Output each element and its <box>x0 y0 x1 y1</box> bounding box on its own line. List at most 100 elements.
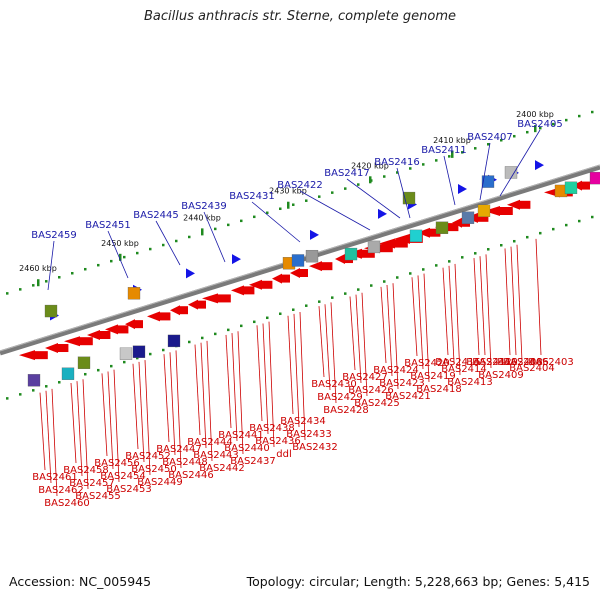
bottom-gene-label: BAS2442 <box>199 463 245 474</box>
bottom-leader-line <box>473 258 480 356</box>
bottom-gene-label: BAS2454 <box>100 471 146 482</box>
reverse-gene-body <box>362 249 375 258</box>
top-tick-dot <box>500 139 503 142</box>
gene-domain-box <box>305 249 319 263</box>
gene-domain-box <box>27 374 41 387</box>
bottom-leader-line <box>231 333 238 442</box>
reverse-gene-body <box>100 331 111 339</box>
bottom-tick-dot <box>552 227 555 231</box>
bottom-tick-dot <box>318 300 321 303</box>
bottom-tick-dot <box>227 328 230 332</box>
reverse-gene-arrow <box>484 206 500 216</box>
top-tick-dot <box>396 171 399 174</box>
gene-domain-box <box>119 347 133 360</box>
bottom-leader-line <box>144 360 151 476</box>
top-tick-dot <box>305 199 308 202</box>
bottom-gene-label: BAS2410 <box>472 357 518 368</box>
bottom-leader-line <box>70 382 77 464</box>
top-tick-dot <box>279 207 282 211</box>
top-gene-label: BAS2459 <box>31 230 77 241</box>
bottom-gene-label: BAS2403 <box>528 357 574 368</box>
bottom-leader-line <box>101 373 108 457</box>
bottom-leader-line <box>237 331 244 455</box>
top-tick-dot <box>19 288 22 291</box>
bottom-leader-line <box>510 246 517 356</box>
bottom-tick-dot <box>305 304 308 307</box>
top-tick-dot <box>292 203 295 206</box>
bottom-gene-label: BAS2412 <box>466 357 512 368</box>
reverse-gene-body <box>135 320 143 329</box>
top-tick-dot <box>383 175 386 178</box>
bottom-gene-label: BAS2419 <box>410 371 456 382</box>
bottom-gene-label: BAS2408 <box>497 357 543 368</box>
top-tick-dot <box>539 126 542 130</box>
gene-domain-box <box>409 229 423 243</box>
top-tick-dot <box>461 151 464 154</box>
reverse-gene-arrow <box>64 336 80 347</box>
top-tick-dot <box>162 243 165 247</box>
bottom-leader-line <box>423 273 430 383</box>
bottom-tick-dot <box>461 256 464 259</box>
top-tick-dot <box>71 271 74 275</box>
bottom-gene-label: BAS2414 <box>441 364 487 375</box>
reverse-gene-body <box>80 337 93 346</box>
top-tick-dot <box>149 247 152 251</box>
top-gene-label: BAS2445 <box>133 210 179 221</box>
top-gene-label: BAS2407 <box>467 132 513 143</box>
bottom-leader-line <box>411 277 418 357</box>
reverse-gene-arrow <box>309 261 322 272</box>
bottom-tick-dot <box>539 231 542 235</box>
bottom-gene-label: BAS2421 <box>385 391 431 402</box>
bottom-tick-dot <box>370 284 373 287</box>
reverse-gene-arrow <box>45 343 58 354</box>
reverse-gene-body <box>35 351 48 360</box>
bottom-leader-line <box>107 371 114 470</box>
reverse-gene-arrow <box>105 324 118 335</box>
top-leader-line <box>346 178 401 219</box>
reverse-gene-body <box>160 312 171 321</box>
bottom-tick-dot <box>97 368 100 372</box>
bottom-gene-label: BAS2413 <box>447 377 493 388</box>
top-leader-line <box>396 167 411 219</box>
top-leader-line <box>299 190 371 231</box>
reverse-gene-body <box>244 286 255 295</box>
top-gene-label: BAS2451 <box>85 220 131 231</box>
bottom-tick-dot <box>201 336 204 340</box>
bottom-leader-line <box>535 238 542 356</box>
bottom-tick-dot <box>292 308 295 311</box>
reverse-gene-body <box>118 325 129 334</box>
reverse-gene-body <box>282 274 290 283</box>
bottom-tick-dot <box>6 397 9 400</box>
bottom-leader-line <box>163 354 170 443</box>
bottom-gene-label: BAS2409 <box>478 370 524 381</box>
bottom-gene-label: BAS2427 <box>342 372 388 383</box>
bottom-leader-line <box>256 325 263 422</box>
top-leader-line <box>107 230 129 279</box>
bottom-gene-label: BAS2426 <box>348 385 394 396</box>
bottom-gene-label: BAS2440 <box>224 443 270 454</box>
bottom-gene-label: BAS2437 <box>230 456 276 467</box>
kbp-tick-label: 2410 kbp <box>433 136 471 145</box>
top-leader-line <box>251 201 301 243</box>
top-tick-dot <box>331 191 334 194</box>
kbp-tick-mark <box>287 201 290 209</box>
bottom-tick-dot <box>188 340 191 344</box>
top-tick-dot <box>409 167 412 170</box>
reverse-gene-arrow <box>272 273 282 284</box>
bottom-gene-label: BAS2462 <box>38 485 84 496</box>
top-tick-dot <box>227 223 230 227</box>
bottom-tick-dot <box>136 356 139 360</box>
kbp-tick-label: 2450 kbp <box>101 239 139 248</box>
bottom-tick-dot <box>240 324 243 328</box>
gene-domain-box <box>44 304 58 318</box>
top-gene-label: BAS2411 <box>421 145 467 156</box>
kbp-tick-label: 2430 kbp <box>269 187 307 196</box>
top-tick-dot <box>513 134 516 138</box>
bottom-gene-label: BAS2420 <box>404 358 450 369</box>
bottom-gene-label: BAS2441 <box>218 430 264 441</box>
top-tick-dot <box>591 110 594 114</box>
bottom-leader-line <box>324 304 331 391</box>
top-tick-dot <box>487 143 490 146</box>
reverse-gene-body <box>198 300 206 309</box>
